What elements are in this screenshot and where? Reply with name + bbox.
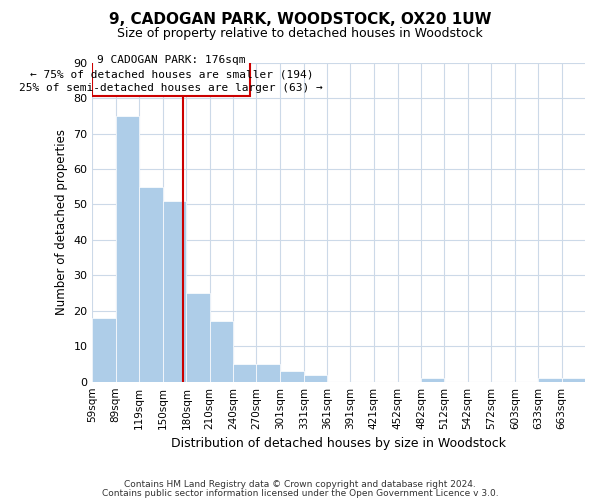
- Text: Size of property relative to detached houses in Woodstock: Size of property relative to detached ho…: [117, 28, 483, 40]
- Bar: [116, 116, 139, 382]
- Text: Contains public sector information licensed under the Open Government Licence v : Contains public sector information licen…: [101, 488, 499, 498]
- Bar: [187, 293, 210, 382]
- Text: Contains HM Land Registry data © Crown copyright and database right 2024.: Contains HM Land Registry data © Crown c…: [124, 480, 476, 489]
- Bar: [562, 378, 585, 382]
- Bar: [304, 374, 327, 382]
- Bar: [139, 186, 163, 382]
- Bar: [210, 322, 233, 382]
- Text: 9, CADOGAN PARK, WOODSTOCK, OX20 1UW: 9, CADOGAN PARK, WOODSTOCK, OX20 1UW: [109, 12, 491, 28]
- Text: 9 CADOGAN PARK: 176sqm
← 75% of detached houses are smaller (194)
25% of semi-de: 9 CADOGAN PARK: 176sqm ← 75% of detached…: [19, 55, 323, 93]
- FancyBboxPatch shape: [92, 52, 250, 96]
- Bar: [421, 378, 445, 382]
- Bar: [233, 364, 256, 382]
- X-axis label: Distribution of detached houses by size in Woodstock: Distribution of detached houses by size …: [171, 437, 506, 450]
- Bar: [92, 318, 116, 382]
- Y-axis label: Number of detached properties: Number of detached properties: [55, 129, 68, 315]
- Bar: [256, 364, 280, 382]
- Bar: [163, 201, 187, 382]
- Bar: [280, 371, 304, 382]
- Bar: [538, 378, 562, 382]
